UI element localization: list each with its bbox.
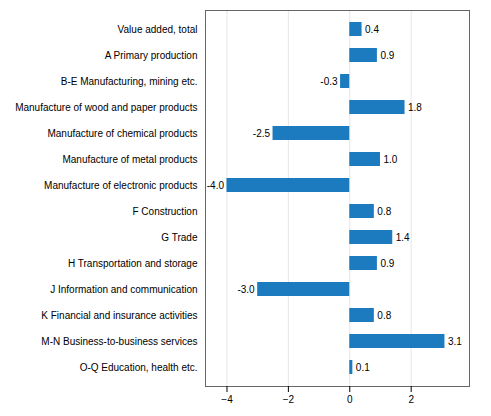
svg-text:0.8: 0.8	[377, 310, 391, 321]
svg-text:0.1: 0.1	[356, 362, 370, 373]
svg-text:−4: −4	[221, 394, 233, 405]
svg-text:-0.3: -0.3	[320, 76, 338, 87]
svg-text:O-Q Education, health etc.: O-Q Education, health etc.	[80, 362, 198, 373]
svg-text:Manufacture of wood and paper: Manufacture of wood and paper products	[15, 102, 197, 113]
svg-text:0.8: 0.8	[377, 206, 391, 217]
svg-text:J Information and communicatio: J Information and communication	[50, 284, 197, 295]
svg-text:−2: −2	[283, 394, 295, 405]
svg-text:F Construction: F Construction	[132, 206, 197, 217]
svg-text:3.1: 3.1	[448, 336, 462, 347]
svg-text:0.9: 0.9	[380, 50, 394, 61]
svg-text:B-E Manufacturing, mining etc.: B-E Manufacturing, mining etc.	[61, 76, 198, 87]
svg-text:Value added, total: Value added, total	[118, 24, 198, 35]
svg-text:0: 0	[347, 394, 353, 405]
svg-text:2: 2	[408, 394, 414, 405]
svg-text:-3.0: -3.0	[237, 284, 255, 295]
svg-text:G Trade: G Trade	[161, 232, 198, 243]
svg-text:-2.5: -2.5	[253, 128, 271, 139]
svg-text:0.9: 0.9	[380, 258, 394, 269]
svg-text:H Transportation and storage: H Transportation and storage	[68, 258, 198, 269]
svg-text:Manufacture of chemical produc: Manufacture of chemical products	[47, 128, 197, 139]
svg-text:1.0: 1.0	[383, 154, 397, 165]
svg-text:Manufacture of electronic prod: Manufacture of electronic products	[44, 180, 197, 191]
svg-text:1.4: 1.4	[396, 232, 410, 243]
svg-text:0.4: 0.4	[365, 24, 379, 35]
svg-text:1.8: 1.8	[408, 102, 422, 113]
svg-text:-4.0: -4.0	[207, 180, 225, 191]
svg-text:Manufacture of metal products: Manufacture of metal products	[62, 154, 197, 165]
svg-text:M-N Business-to-business servi: M-N Business-to-business services	[41, 336, 197, 347]
svg-text:K Financial and insurance acti: K Financial and insurance activities	[41, 310, 197, 321]
svg-text:A Primary production: A Primary production	[105, 50, 198, 61]
